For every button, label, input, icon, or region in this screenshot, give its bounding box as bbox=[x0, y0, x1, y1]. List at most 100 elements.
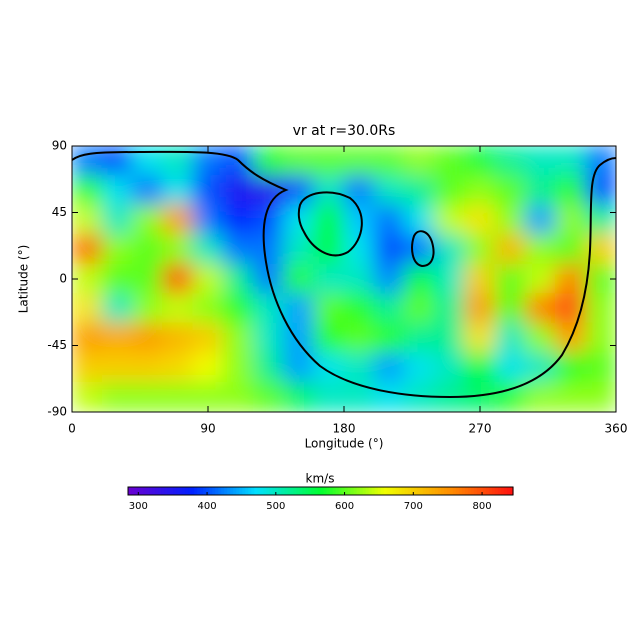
y-axis-label: Latitude (°) bbox=[17, 245, 31, 314]
field-cell bbox=[524, 204, 557, 236]
field-cell bbox=[585, 293, 616, 324]
colorbar-swatch bbox=[275, 487, 279, 495]
colorbar-swatch bbox=[497, 487, 502, 495]
field-cell bbox=[494, 293, 526, 324]
colorbar-swatch bbox=[455, 487, 460, 495]
colorbar-swatch bbox=[494, 487, 499, 495]
colorbar-swatch bbox=[473, 487, 478, 495]
field-cell bbox=[222, 322, 254, 354]
field-cell bbox=[192, 204, 224, 236]
colorbar-swatch bbox=[164, 487, 168, 495]
field-cell bbox=[585, 352, 616, 383]
colorbar-swatch bbox=[365, 487, 370, 495]
colorbar-swatch bbox=[479, 487, 484, 495]
colorbar-swatch bbox=[284, 487, 289, 495]
colorbar-swatch bbox=[461, 487, 466, 495]
field-cell bbox=[192, 293, 224, 324]
field-cell bbox=[555, 234, 587, 265]
colorbar-swatch bbox=[314, 487, 319, 495]
colorbar bbox=[128, 487, 514, 495]
field-cell bbox=[222, 234, 254, 265]
field-cell bbox=[101, 322, 133, 354]
colorbar-swatch bbox=[449, 487, 454, 495]
field-cell bbox=[192, 263, 224, 295]
colorbar-swatch bbox=[230, 487, 234, 495]
colorbar-swatch bbox=[128, 487, 132, 495]
field-cell bbox=[403, 263, 436, 295]
colorbar-swatch bbox=[470, 487, 475, 495]
field-cell bbox=[313, 204, 345, 236]
y-tick-label: 90 bbox=[52, 139, 67, 153]
field-cell bbox=[524, 381, 557, 412]
colorbar-swatch bbox=[503, 487, 508, 495]
field-cell bbox=[494, 322, 526, 354]
colorbar-swatch bbox=[440, 487, 445, 495]
colorbar-swatch bbox=[350, 487, 355, 495]
field-cell bbox=[343, 293, 375, 324]
field-cell bbox=[524, 146, 557, 177]
colorbar-tick-label: 600 bbox=[335, 501, 354, 512]
colorbar-swatch bbox=[395, 487, 400, 495]
y-tick-label: 0 bbox=[59, 272, 67, 286]
field-cell bbox=[101, 146, 133, 177]
colorbar-swatch bbox=[212, 487, 216, 495]
field-cell bbox=[585, 322, 616, 354]
colorbar-swatch bbox=[326, 487, 331, 495]
field-cell bbox=[555, 381, 587, 412]
colorbar-swatch bbox=[161, 487, 165, 495]
field-cell bbox=[494, 146, 526, 177]
colorbar-swatch bbox=[299, 487, 304, 495]
colorbar-swatch bbox=[416, 487, 421, 495]
colorbar-swatch bbox=[482, 487, 487, 495]
chart-title: vr at r=30.0Rs bbox=[293, 123, 396, 139]
colorbar-swatch bbox=[383, 487, 388, 495]
colorbar-swatch bbox=[308, 487, 313, 495]
colorbar-swatch bbox=[476, 487, 481, 495]
colorbar-swatch bbox=[437, 487, 442, 495]
field-cell bbox=[283, 352, 315, 383]
field-cell bbox=[192, 175, 224, 206]
field-cell bbox=[222, 175, 254, 206]
colorbar-swatch bbox=[140, 487, 144, 495]
field-cell bbox=[555, 146, 587, 177]
colorbar-swatch bbox=[425, 487, 430, 495]
colorbar-swatch bbox=[353, 487, 358, 495]
colorbar-swatch bbox=[182, 487, 186, 495]
field-cell bbox=[72, 146, 103, 177]
colorbar-swatch bbox=[392, 487, 397, 495]
colorbar-swatch bbox=[344, 487, 349, 495]
colorbar-swatch bbox=[167, 487, 171, 495]
field-cell bbox=[222, 352, 254, 383]
field-cell bbox=[72, 381, 103, 412]
field-cell bbox=[524, 293, 557, 324]
colorbar-swatch bbox=[338, 487, 343, 495]
colorbar-swatch bbox=[368, 487, 373, 495]
colorbar-swatch bbox=[269, 487, 273, 495]
colorbar-swatch bbox=[257, 487, 261, 495]
colorbar-swatch bbox=[173, 487, 177, 495]
field-cell bbox=[162, 381, 194, 412]
field-cell bbox=[434, 204, 466, 236]
colorbar-swatch bbox=[329, 487, 334, 495]
field-cell bbox=[585, 146, 616, 177]
field-cell bbox=[403, 146, 436, 177]
colorbar-swatch bbox=[401, 487, 406, 495]
field-cell bbox=[252, 381, 285, 412]
colorbar-swatch bbox=[317, 487, 322, 495]
field-cell bbox=[131, 381, 164, 412]
x-tick-label: 360 bbox=[605, 422, 628, 436]
colorbar-tick-label: 300 bbox=[129, 501, 148, 512]
colorbar-swatch bbox=[464, 487, 469, 495]
colorbar-swatch bbox=[341, 487, 346, 495]
field-cell bbox=[434, 352, 466, 383]
colorbar-swatch bbox=[152, 487, 156, 495]
field-cell bbox=[373, 322, 405, 354]
field-cell bbox=[343, 263, 375, 295]
field-cell bbox=[343, 146, 375, 177]
field-cell bbox=[192, 234, 224, 265]
field-cell bbox=[131, 322, 164, 354]
field-cell bbox=[162, 175, 194, 206]
field-cell bbox=[524, 234, 557, 265]
field-cell bbox=[131, 204, 164, 236]
